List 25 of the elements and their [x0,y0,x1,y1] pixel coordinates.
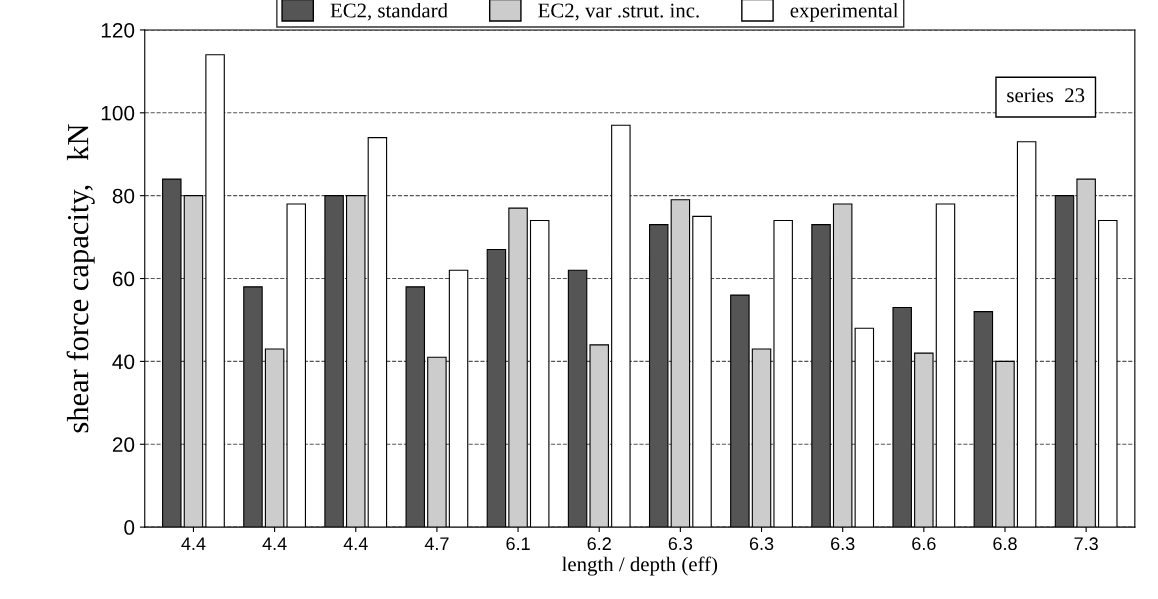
y-tick-label: 80 [112,188,135,204]
x-tick-label: 6.8 [993,537,1017,551]
x-tick-label: 6.3 [668,537,693,551]
y-tick-label: 120 [101,22,135,38]
y-tick-label: 40 [112,354,135,370]
y-tick-label: 100 [101,105,135,121]
x-tick-label: 6.2 [587,537,611,551]
y-tick-label: 60 [112,271,135,287]
x-tick-label: 4.4 [343,537,368,550]
annotation: series 23 [1007,88,1085,103]
y-tick-label: 0 [124,520,135,535]
x-tick-label: 7.3 [1074,537,1098,551]
x-tick-label: 6.3 [749,537,774,551]
x-tick-label: 6.1 [506,537,530,551]
legend-label: EC2, var .strut. inc. [538,3,699,21]
legend-label: experimental [790,2,899,22]
legend-label: EC2, standard [330,2,448,21]
x-tick-label: 6.3 [831,537,855,551]
x-tick-label: 4.4 [262,537,287,550]
y-tick-label: 20 [112,437,135,453]
x-tick-label: 4.4 [181,537,206,550]
x-tick-label: 6.6 [912,537,936,551]
y-axis-title: shear force capacity, kN [66,124,95,433]
x-tick-label: 4.7 [424,537,449,550]
x-axis-title: length / depth (eff) [562,556,718,576]
